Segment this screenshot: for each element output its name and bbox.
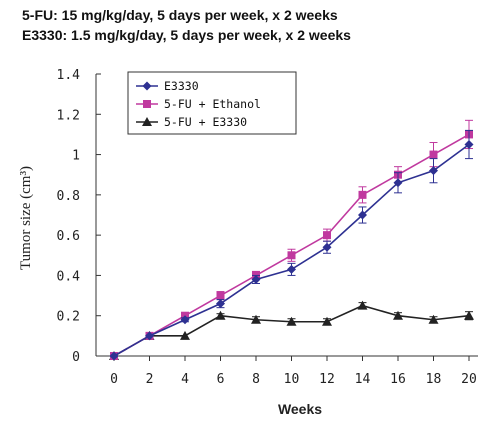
chart-title-line-1: 5-FU: 15 mg/kg/day, 5 days per week, x 2…	[22, 7, 338, 23]
x-tick-label: 0	[110, 372, 118, 387]
legend-label: 5-FU + Ethanol	[164, 97, 261, 111]
x-tick-label: 16	[390, 372, 406, 387]
data-point	[287, 251, 296, 260]
y-tick-label: 1	[72, 149, 80, 164]
data-point	[109, 351, 119, 361]
legend-marker	[142, 81, 152, 91]
data-point	[216, 299, 225, 309]
data-point	[464, 140, 474, 149]
data-point	[287, 264, 296, 274]
legend-label: E3330	[164, 79, 199, 93]
series-2	[109, 300, 474, 360]
data-point	[358, 190, 367, 199]
y-tick-label: 0.8	[57, 189, 80, 204]
legend-marker	[143, 100, 151, 108]
data-point	[357, 300, 368, 310]
data-point	[145, 331, 154, 341]
series-0	[109, 129, 474, 361]
data-point	[393, 310, 403, 320]
data-point	[322, 316, 332, 326]
data-point	[322, 242, 332, 252]
axes	[95, 74, 478, 357]
data-point	[429, 150, 438, 159]
data-point	[216, 291, 225, 300]
x-tick-label: 6	[217, 372, 225, 387]
data-point	[286, 316, 297, 326]
series-layer	[109, 119, 474, 361]
y-ticks: 0 0.2 0.4 0.6 0.8 1 1.2 1.4	[57, 68, 101, 365]
data-point	[251, 314, 261, 324]
legend-label: 5-FU + E3330	[164, 115, 247, 129]
data-point	[358, 210, 367, 220]
x-ticks: 0 2 4 6 8 10 12 14 16 18 20	[110, 356, 477, 387]
data-point	[464, 310, 474, 320]
legend: E3330 5-FU + Ethanol 5-FU + E3330	[127, 71, 297, 135]
data-point	[180, 315, 190, 325]
y-tick-label: 1.4	[57, 68, 81, 83]
y-tick-label: 0.4	[57, 269, 81, 284]
data-point	[180, 330, 190, 340]
x-tick-label: 20	[461, 372, 477, 387]
y-tick-label: 0	[72, 350, 80, 365]
y-tick-label: 1.2	[57, 108, 80, 123]
data-point	[323, 231, 331, 240]
y-tick-label: 0.6	[57, 229, 80, 244]
chart-title-line-2: E3330: 1.5 mg/kg/day, 5 days per week, x…	[22, 27, 351, 43]
data-point	[428, 314, 439, 324]
series-line	[113, 304, 470, 357]
x-tick-label: 14	[355, 372, 371, 387]
x-tick-label: 10	[284, 372, 300, 387]
y-axis-label: Tumor size (cm³)	[18, 166, 34, 270]
data-point	[215, 310, 226, 320]
data-point	[251, 274, 261, 284]
y-tick-label: 0.2	[57, 310, 80, 325]
x-tick-label: 18	[426, 372, 442, 387]
x-tick-label: 2	[146, 372, 154, 387]
data-point	[393, 178, 403, 188]
x-axis-label: Weeks	[278, 401, 322, 417]
legend-box	[127, 71, 297, 135]
x-tick-label: 12	[319, 372, 335, 387]
x-tick-label: 4	[181, 372, 189, 387]
x-tick-label: 8	[252, 372, 260, 387]
legend-marker	[142, 117, 152, 126]
data-point	[429, 166, 438, 176]
